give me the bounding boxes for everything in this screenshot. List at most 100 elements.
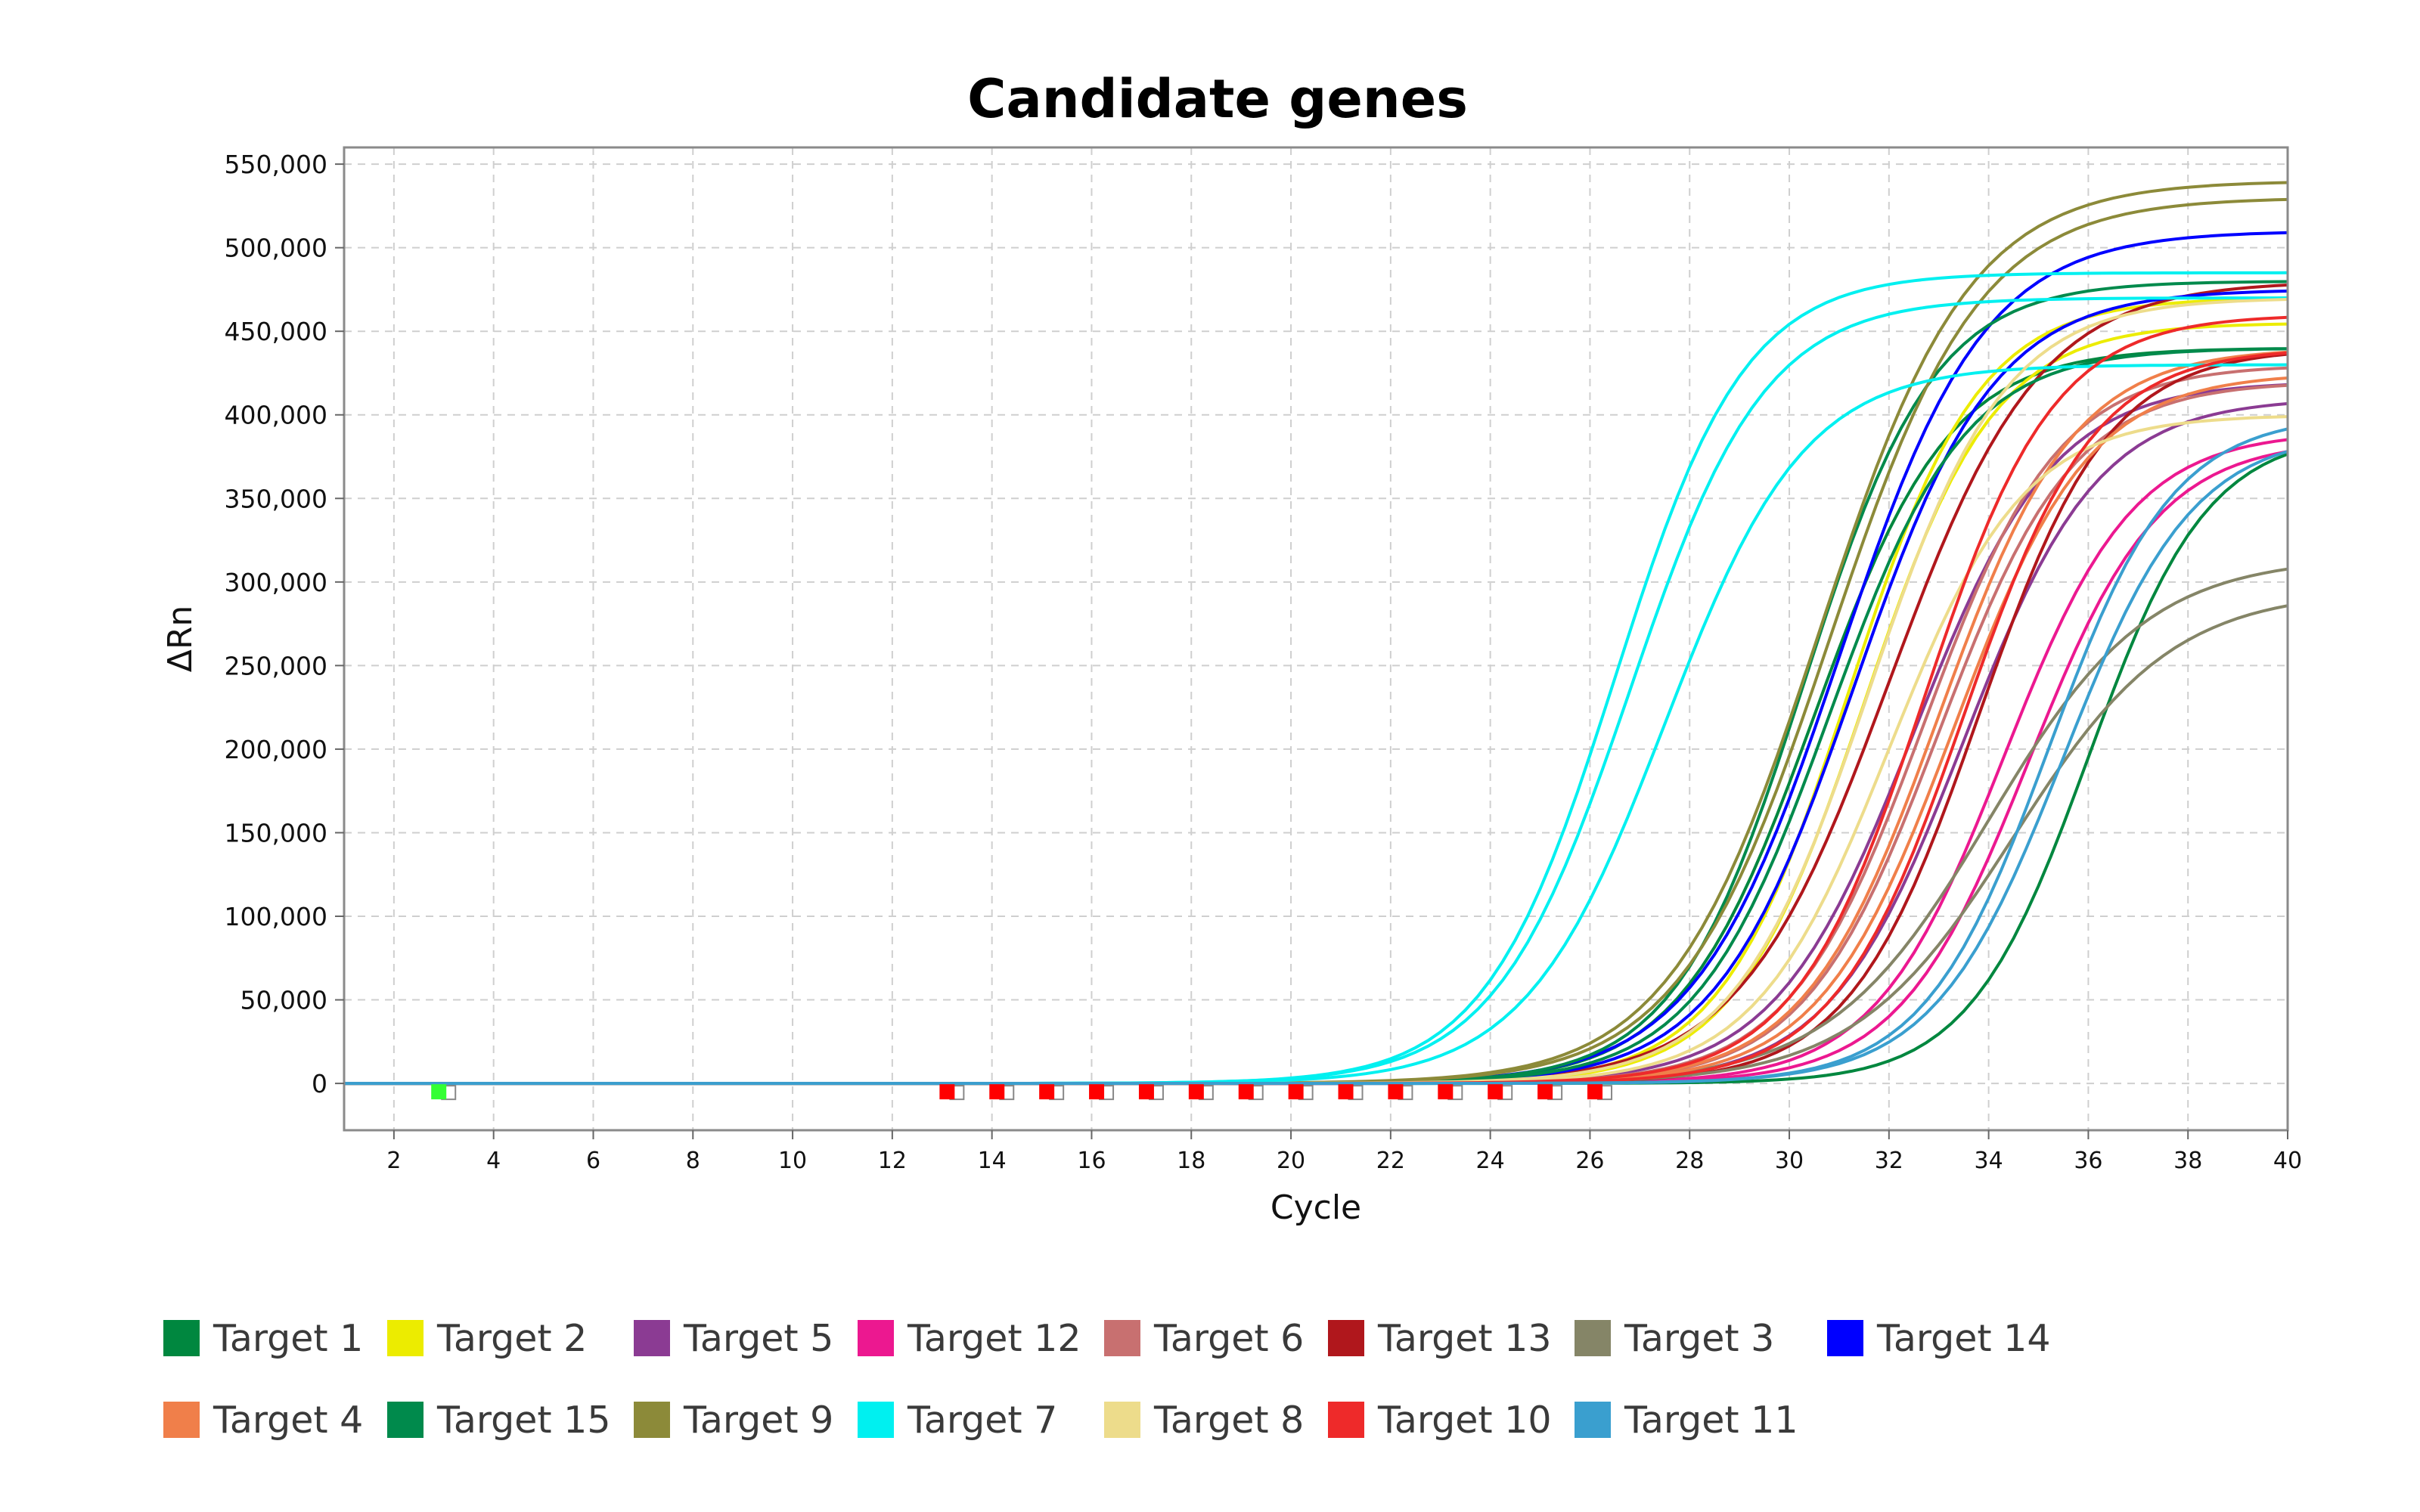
series-line	[344, 347, 2288, 1086]
series-line	[344, 567, 2288, 1086]
legend-item: Target 4	[163, 1397, 363, 1442]
x-tick-label: 36	[2074, 1148, 2102, 1174]
series-line	[344, 604, 2288, 1086]
baseline-start-marker	[939, 1084, 955, 1100]
baseline-start-marker	[1587, 1084, 1603, 1100]
y-tick-label: 200,000	[225, 735, 327, 764]
baseline-start-marker	[1288, 1084, 1304, 1100]
legend: Target 1 Target 2 Target 5 Target 12 Target …	[163, 1315, 2356, 1479]
legend-swatch	[1328, 1402, 1364, 1438]
series-line	[344, 197, 2288, 1086]
curves	[344, 181, 2288, 1086]
series-line	[344, 350, 2288, 1086]
legend-item: Target 12	[858, 1315, 1081, 1361]
legend-label: Target 2	[437, 1316, 588, 1360]
baseline-start-marker	[989, 1084, 1005, 1100]
x-tick-label: 22	[1376, 1148, 1405, 1174]
legend-item: Target 7	[858, 1397, 1057, 1442]
legend-item: Target 14	[1827, 1315, 2051, 1361]
series-line	[344, 352, 2288, 1086]
x-tick-label: 8	[686, 1148, 700, 1174]
x-tick-label: 16	[1077, 1148, 1106, 1174]
x-tick-label: 34	[1975, 1148, 2003, 1174]
series-line	[344, 415, 2288, 1086]
legend-swatch	[1104, 1402, 1140, 1438]
legend-label: Target 13	[1378, 1316, 1552, 1360]
x-tick-label: 12	[878, 1148, 907, 1174]
legend-label: Target 9	[684, 1398, 834, 1442]
legend-label: Target 12	[908, 1316, 1081, 1360]
y-tick-label: 50,000	[240, 986, 327, 1015]
plot-frame	[343, 146, 2289, 1132]
legend-label: Target 15	[437, 1398, 611, 1442]
y-tick-label: 0	[312, 1069, 327, 1098]
series-line	[344, 383, 2288, 1086]
axes: 2 4 6 8 10 12 14 16 18 20 22 24 26 28 30 32 34 36 38 40050,…	[225, 150, 2303, 1174]
legend-swatch	[163, 1320, 200, 1356]
series-line	[344, 347, 2288, 1086]
legend-item: Target 6	[1104, 1315, 1304, 1361]
baseline-start-marker	[431, 1084, 447, 1100]
legend-swatch	[1575, 1402, 1611, 1438]
legend-swatch	[634, 1320, 670, 1356]
x-tick-label: 32	[1875, 1148, 1903, 1174]
legend-label: Target 5	[684, 1316, 834, 1360]
legend-item: Target 2	[387, 1315, 587, 1361]
chart-title: Candidate genes	[967, 68, 1468, 130]
legend-label: Target 10	[1378, 1398, 1552, 1442]
legend-label: Target 4	[213, 1398, 364, 1442]
legend-swatch	[387, 1402, 424, 1438]
baseline-markers	[431, 1084, 1613, 1101]
y-tick-label: 550,000	[225, 150, 327, 179]
legend-item: Target 8	[1104, 1397, 1304, 1442]
x-tick-label: 28	[1675, 1148, 1704, 1174]
legend-item: Target 3	[1575, 1315, 1774, 1361]
legend-item: Target 11	[1575, 1397, 1798, 1442]
legend-swatch	[1575, 1320, 1611, 1356]
legend-swatch	[1328, 1320, 1364, 1356]
legend-label: Target 6	[1154, 1316, 1305, 1360]
baseline-start-marker	[1238, 1084, 1254, 1100]
legend-swatch	[387, 1320, 424, 1356]
series-line	[344, 450, 2288, 1086]
baseline-start-marker	[1488, 1084, 1503, 1100]
y-tick-label: 300,000	[225, 568, 327, 597]
x-tick-label: 18	[1177, 1148, 1205, 1174]
legend-label: Target 3	[1624, 1316, 1775, 1360]
baseline-start-marker	[1188, 1084, 1204, 1100]
grid	[344, 147, 2288, 1130]
x-tick-label: 24	[1476, 1148, 1505, 1174]
legend-swatch	[163, 1402, 200, 1438]
series-line	[344, 366, 2288, 1086]
y-tick-label: 150,000	[225, 818, 327, 847]
baseline-start-marker	[1537, 1084, 1553, 1100]
legend-swatch	[634, 1402, 670, 1438]
x-tick-label: 14	[978, 1148, 1007, 1174]
series-line	[344, 351, 2288, 1086]
series-line	[344, 363, 2288, 1086]
legend-row: Target 1 Target 2 Target 5 Target 12 Target …	[163, 1315, 2356, 1397]
legend-item: Target 9	[634, 1397, 833, 1442]
series-line	[344, 376, 2288, 1086]
series-line	[344, 438, 2288, 1086]
legend-item: Target 1	[163, 1315, 363, 1361]
baseline-start-marker	[1338, 1084, 1354, 1100]
x-tick-label: 10	[778, 1148, 807, 1174]
legend-swatch	[858, 1402, 894, 1438]
baseline-start-marker	[1138, 1084, 1154, 1100]
series-line	[344, 383, 2288, 1086]
x-tick-label: 2	[386, 1148, 401, 1174]
x-tick-label: 26	[1575, 1148, 1604, 1174]
y-tick-label: 450,000	[225, 317, 327, 346]
legend-label: Target 7	[908, 1398, 1058, 1442]
baseline-start-marker	[1039, 1084, 1055, 1100]
y-tick-label: 100,000	[225, 902, 327, 931]
baseline-start-marker	[1089, 1084, 1105, 1100]
legend-label: Target 8	[1154, 1398, 1305, 1442]
x-tick-label: 40	[2273, 1148, 2302, 1174]
x-axis-label: Cycle	[1270, 1188, 1361, 1227]
legend-label: Target 14	[1877, 1316, 2051, 1360]
y-tick-label: 400,000	[225, 401, 327, 430]
legend-swatch	[858, 1320, 894, 1356]
